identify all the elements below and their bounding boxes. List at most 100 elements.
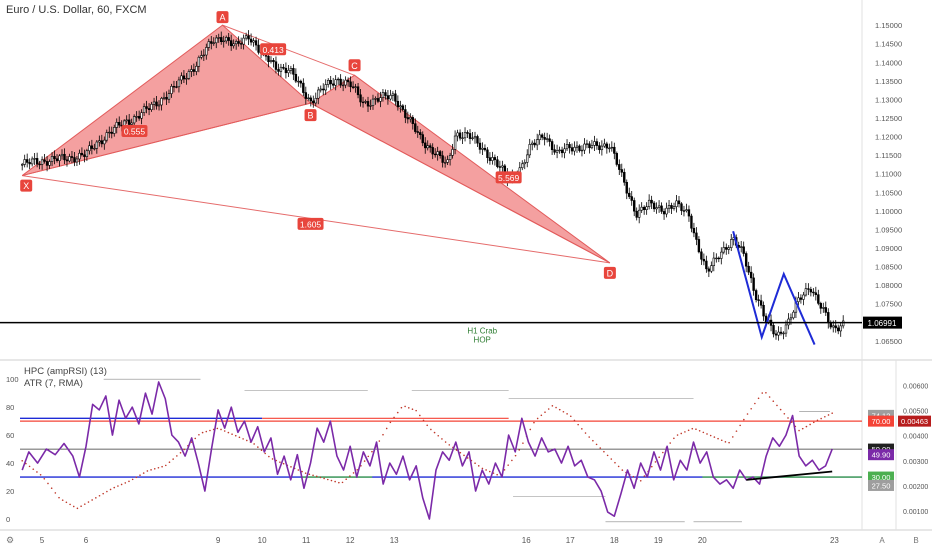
atr-dot [702, 431, 705, 434]
atr-dot [754, 402, 756, 405]
atr-dot [827, 414, 830, 416]
corner-a-button[interactable]: A [879, 536, 885, 545]
candle-body [789, 317, 793, 320]
candle-body [695, 232, 698, 240]
corner-b-button[interactable]: B [913, 536, 918, 545]
candle-body [705, 260, 708, 270]
atr-dot [632, 475, 635, 478]
candle-body [292, 68, 295, 75]
candle-body [294, 73, 298, 82]
candle-body [832, 325, 835, 328]
atr-dot [315, 475, 318, 478]
candle-body [25, 159, 29, 163]
atr-dot [533, 421, 535, 424]
candle-body [533, 142, 536, 146]
candle-body [625, 181, 628, 194]
candle-body [207, 41, 210, 48]
atr-dot [673, 437, 675, 440]
pattern-ratio-label: 1.605 [300, 219, 322, 229]
atr-dot [433, 431, 436, 434]
candle-body [192, 69, 196, 72]
candle-body [642, 206, 646, 211]
time-tick-label: 20 [698, 536, 707, 545]
price-tick-label: 1.09000 [875, 244, 902, 253]
candle-body [249, 38, 253, 43]
atr-dot [65, 501, 68, 504]
atr-dot [253, 443, 255, 445]
legend-rsi[interactable]: HPC (ampRSI) (13) [24, 366, 107, 377]
atr-dot [466, 457, 469, 459]
price-tick-label: 1.11000 [875, 170, 902, 179]
legend-atr[interactable]: ATR (7, RMA) [24, 378, 83, 389]
candle-body [424, 142, 427, 149]
badge-rsi-27: 27.50 [872, 481, 891, 490]
atr-dot [809, 423, 811, 426]
indicator-trendline [746, 470, 833, 481]
candle-body [558, 149, 561, 152]
atr-dot [43, 477, 46, 480]
time-tick-label: 18 [610, 536, 619, 545]
indicator-left-tick: 0 [6, 515, 10, 524]
candle-body [38, 163, 41, 166]
candle-body [426, 145, 429, 149]
candle-body [633, 200, 636, 212]
candle-body [334, 79, 337, 86]
price-tick-label: 1.13500 [875, 77, 902, 86]
candle-body [195, 65, 198, 72]
atr-dot [676, 434, 679, 436]
candle-body [712, 257, 716, 266]
price-tick-label: 1.09500 [875, 225, 902, 234]
atr-dot [444, 441, 447, 443]
last-price-label: 1.06991 [868, 319, 897, 328]
gear-icon[interactable]: ⚙ [6, 535, 14, 545]
candle-body [135, 116, 138, 118]
candle-body [389, 95, 392, 100]
candle-body [583, 143, 586, 151]
candle-body [309, 97, 312, 102]
time-tick-label: 23 [830, 536, 839, 545]
price-axis[interactable]: 1.15000 1.14500 1.14000 1.13500 1.13000 1.125… [863, 21, 902, 346]
candle-body [491, 157, 494, 161]
atr-dot [363, 460, 366, 462]
candle-body [667, 205, 671, 209]
badge-level-70-bg [868, 415, 894, 427]
candle-body [652, 202, 656, 210]
candle-body [160, 98, 163, 106]
pattern-point-b: B [308, 111, 314, 121]
pattern-ratio-line [22, 102, 311, 177]
atr-dot [761, 392, 764, 394]
price-tick-label: 1.08000 [875, 281, 902, 290]
atr-dot [547, 408, 550, 410]
candle-body [53, 156, 56, 160]
candle-body [165, 96, 168, 100]
candle-body [660, 205, 663, 212]
atr-dot [382, 433, 384, 436]
atr-dot [511, 459, 513, 462]
candle-body [80, 152, 84, 156]
indicator-right-axis[interactable]: 0.00600 0.00500 0.00400 0.00300 0.00200 0.001… [868, 384, 931, 516]
candle-body [824, 307, 827, 313]
candle-body [324, 84, 327, 91]
badge-rsi-27-bg [868, 479, 894, 491]
atr-dot [271, 458, 274, 460]
candle-body [322, 88, 325, 91]
atr-dot [176, 455, 178, 457]
candle-body [822, 307, 825, 309]
atr-dot [750, 407, 752, 410]
atr-dot [80, 505, 82, 508]
candle-body [147, 108, 151, 110]
atr-dot [69, 503, 71, 506]
pattern-ratio-label: 0.413 [262, 45, 284, 55]
atr-dot [32, 468, 35, 470]
atr-dot [290, 466, 292, 468]
time-axis[interactable]: 5 6 9 10 11 12 13 16 17 18 19 20 23 ⚙ A B [6, 535, 919, 545]
candle-body [150, 103, 153, 110]
candle-body [471, 137, 474, 139]
candle-body [366, 101, 370, 107]
candle-body [555, 150, 559, 153]
atr-dot [735, 430, 738, 432]
price-tick-label: 1.10000 [875, 207, 902, 216]
atr-dot [654, 461, 657, 463]
